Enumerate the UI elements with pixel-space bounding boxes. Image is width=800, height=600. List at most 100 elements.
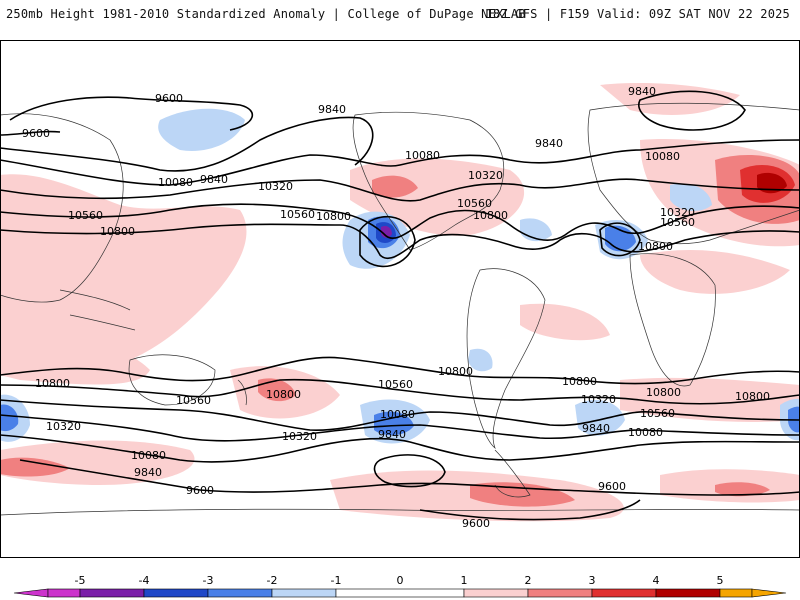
coast-new-zealand bbox=[237, 379, 247, 406]
contour-label: 10800 bbox=[438, 365, 473, 378]
contour-9840-north bbox=[0, 116, 374, 172]
anomaly-negative-europe bbox=[670, 183, 712, 212]
contour-label: 10080 bbox=[380, 408, 415, 421]
contour-10560-south bbox=[0, 378, 800, 405]
colorbar-tick-labels: -5 -4 -3 -2 -1 0 1 2 3 4 5 bbox=[75, 574, 724, 587]
anomaly-positive-subtropic bbox=[640, 250, 790, 294]
contour-label: 9600 bbox=[155, 92, 183, 105]
contour-9600-north bbox=[9, 96, 254, 131]
contour-label: 10320 bbox=[468, 169, 503, 182]
contour-label: 10320 bbox=[258, 180, 293, 193]
colorbar-swatch-pos2 bbox=[527, 588, 593, 598]
contour-label: 10560 bbox=[176, 394, 211, 407]
coast-eurasia bbox=[587, 102, 800, 245]
colorbar-swatch-pos4 bbox=[655, 588, 721, 598]
coast-asia-west bbox=[0, 113, 124, 303]
contour-label: 10800 bbox=[473, 209, 508, 222]
coastlines bbox=[0, 102, 800, 516]
colorbar-swatch-pos3 bbox=[591, 588, 657, 598]
colorbar-swatches bbox=[13, 588, 787, 598]
contour-label: 10320 bbox=[660, 206, 695, 219]
contour-label: 10320 bbox=[46, 420, 81, 433]
contour-10800-south-a bbox=[0, 356, 800, 385]
colorbar-swatch-neg1 bbox=[271, 588, 337, 598]
contour-label: 9840 bbox=[582, 422, 610, 435]
contour-10320-south bbox=[0, 399, 800, 431]
colorbar-swatch-pos5 bbox=[719, 588, 753, 598]
contour-label: 10080 bbox=[131, 449, 166, 462]
colorbar-tick-label: -5 bbox=[75, 574, 86, 587]
colorbar-swatch-zero bbox=[335, 588, 465, 598]
colorbar-tick-label: 3 bbox=[589, 574, 596, 587]
colorbar-swatch-pos1 bbox=[463, 588, 529, 598]
contour-label: 9600 bbox=[598, 480, 626, 493]
anomaly-negative-medium-south-pacific bbox=[374, 411, 414, 436]
anomaly-shading bbox=[0, 83, 800, 522]
contour-label: 10560 bbox=[660, 216, 695, 229]
contour-label: 9840 bbox=[535, 137, 563, 150]
colorbar-tick-label: -1 bbox=[331, 574, 342, 587]
contour-9600-north-2 bbox=[0, 130, 61, 136]
colorbar-tick-label: -2 bbox=[267, 574, 278, 587]
contour-10080-south bbox=[0, 414, 800, 442]
contour-label: 10560 bbox=[378, 378, 413, 391]
coast-north-america bbox=[352, 111, 504, 251]
contour-label: 10080 bbox=[405, 149, 440, 162]
contour-10560-north bbox=[0, 203, 800, 241]
contour-label: 10800 bbox=[562, 375, 597, 388]
coast-antarctica bbox=[0, 508, 800, 516]
coast-south-america bbox=[466, 268, 546, 450]
contour-closed-arctic bbox=[638, 90, 746, 131]
coast-maritime-asia bbox=[59, 289, 136, 331]
anomaly-positive-medium-se bbox=[715, 482, 770, 497]
anomaly-negative-north-pacific bbox=[158, 108, 245, 151]
colorbar-tick-label: 4 bbox=[653, 574, 660, 587]
colorbar-tick-label: 5 bbox=[717, 574, 724, 587]
coast-antarctic-peninsula bbox=[494, 449, 531, 498]
chart-title: 250mb Height 1981-2010 Standardized Anom… bbox=[6, 7, 526, 21]
anomaly-negative-medium-west bbox=[0, 404, 19, 432]
contour-label: 9840 bbox=[134, 466, 162, 479]
contour-closed-south-pacific bbox=[373, 454, 446, 488]
anomaly-positive-medium-south-pacific bbox=[258, 378, 296, 402]
contour-label: 9840 bbox=[378, 428, 406, 441]
contour-label: 10320 bbox=[282, 430, 317, 443]
colorbar-swatch-neg5 bbox=[47, 588, 81, 598]
anomaly-positive-south-indian bbox=[620, 377, 800, 422]
contour-10320-north bbox=[0, 178, 800, 202]
colorbar-tick-label: -3 bbox=[203, 574, 214, 587]
contour-label: 10800 bbox=[646, 386, 681, 399]
contour-label: 10080 bbox=[628, 426, 663, 439]
contour-label: 10800 bbox=[266, 388, 301, 401]
contour-label: 10080 bbox=[645, 150, 680, 163]
colorbar-tick-label: 0 bbox=[397, 574, 404, 587]
contour-label: 10080 bbox=[158, 176, 193, 189]
contour-label: 9840 bbox=[628, 85, 656, 98]
contour-label: 10800 bbox=[735, 390, 770, 403]
contour-10080-north bbox=[0, 139, 800, 186]
contour-label: 9600 bbox=[462, 517, 490, 530]
anomaly-positive-medium-southern-ocean bbox=[0, 457, 70, 477]
anomaly-positive-south-atlantic bbox=[520, 303, 610, 341]
contour-label: 9600 bbox=[186, 484, 214, 497]
colorbar-swatch-neg3 bbox=[143, 588, 209, 598]
anomaly-positive-max-eurasia bbox=[757, 172, 787, 194]
colorbar-swatch-neg2 bbox=[207, 588, 273, 598]
run-valid-time: 18Z GFS | F159 Valid: 09Z SAT NOV 22 202… bbox=[485, 7, 790, 21]
contour-label: 10560 bbox=[280, 208, 315, 221]
anomaly-positive-asia bbox=[0, 174, 247, 370]
contour-label: 10800 bbox=[316, 210, 351, 223]
anomaly-negative-south-atlantic bbox=[575, 400, 625, 436]
colorbar-tick-label: 2 bbox=[525, 574, 532, 587]
contour-label: 10560 bbox=[640, 407, 675, 420]
colorbar-tick-label: -4 bbox=[139, 574, 150, 587]
anomaly-positive-north-pole bbox=[600, 83, 740, 115]
contour-label: 10320 bbox=[581, 393, 616, 406]
colorbar: -5 -4 -3 -2 -1 0 1 2 3 4 5 bbox=[13, 574, 787, 598]
colorbar-swatch-neg4 bbox=[79, 588, 145, 598]
anomaly-map: 9600 9600 9840 9840 9840 9840 10080 1008… bbox=[0, 40, 800, 558]
anomaly-positive-medium-antarctic bbox=[470, 482, 575, 507]
anomaly-positive-west-pacific bbox=[0, 320, 150, 385]
coast-africa bbox=[629, 253, 716, 387]
contour-label: 10560 bbox=[68, 209, 103, 222]
